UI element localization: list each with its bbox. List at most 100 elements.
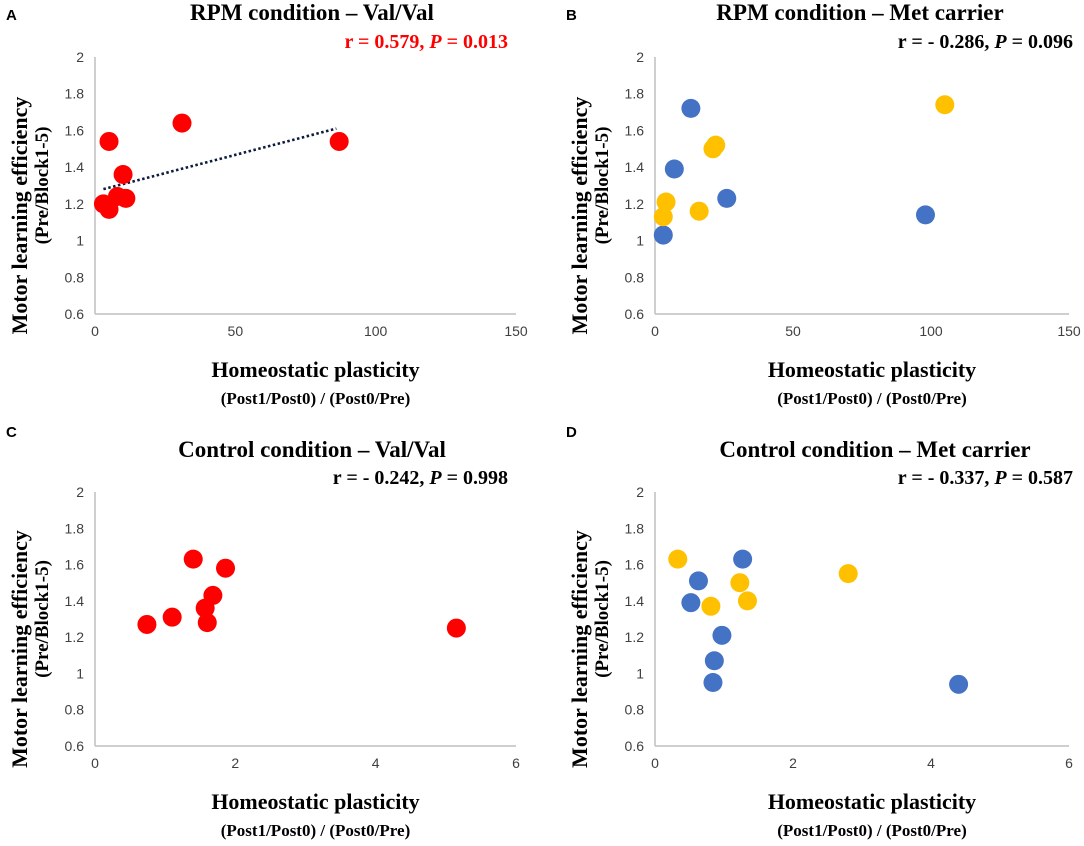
y-tick-label: 1.6 bbox=[65, 557, 85, 573]
stat-annotation: r = 0.579, P = 0.013 bbox=[344, 31, 508, 53]
y-tick-label: 1.4 bbox=[625, 593, 645, 609]
y-axis-subtitle: (Pre/Block1-5) bbox=[592, 560, 613, 678]
y-tick-label: 1 bbox=[636, 665, 644, 681]
panel-a: A RPM condition – Val/Val r = 0.579, P = 0… bbox=[6, 0, 528, 408]
data-point bbox=[689, 201, 709, 221]
stat-r: r = - 0.337, bbox=[898, 467, 995, 489]
x-tick-label: 6 bbox=[512, 755, 520, 771]
series-met-carrier-b bbox=[653, 95, 955, 227]
x-axis-subtitle: (Post1/Post0) / (Post0/Pre) bbox=[777, 821, 966, 840]
panel-d: D Control condition – Met carrier r = - 0.… bbox=[566, 424, 1073, 840]
y-tick-label: 1.6 bbox=[625, 557, 645, 573]
y-axis-subtitle: (Pre/Block1-5) bbox=[32, 560, 53, 678]
data-point bbox=[730, 573, 750, 593]
data-point bbox=[838, 564, 858, 584]
chart-title: Control condition – Val/Val bbox=[178, 437, 446, 462]
data-point bbox=[712, 625, 732, 645]
data-point bbox=[197, 613, 217, 633]
x-axis-subtitle: (Post1/Post0) / (Post0/Pre) bbox=[221, 821, 410, 840]
y-axis-subtitle: (Pre/Block1-5) bbox=[592, 127, 613, 245]
stat-p-symbol: P bbox=[428, 467, 442, 489]
stat-p-value: = 0.096 bbox=[1007, 31, 1073, 53]
panel-label: D bbox=[566, 424, 577, 441]
data-point bbox=[664, 159, 684, 179]
y-tick-label: 1.8 bbox=[625, 86, 645, 102]
x-tick-label: 100 bbox=[919, 323, 943, 339]
y-tick-label: 0.8 bbox=[65, 269, 85, 285]
series-val-val bbox=[137, 549, 466, 638]
chart-title: RPM condition – Val/Val bbox=[190, 0, 434, 25]
y-tick-label: 2 bbox=[76, 484, 84, 500]
stat-r: r = 0.579, bbox=[344, 31, 429, 53]
y-tick-label: 1.6 bbox=[625, 122, 645, 138]
y-tick-label: 1.4 bbox=[625, 159, 645, 175]
panel-label: A bbox=[6, 7, 17, 24]
stat-annotation: r = - 0.242, P = 0.998 bbox=[333, 467, 508, 489]
x-tick-label: 4 bbox=[372, 755, 380, 771]
x-tick-label: 0 bbox=[91, 755, 99, 771]
data-point bbox=[706, 135, 726, 155]
series-val-val bbox=[93, 113, 349, 219]
y-tick-label: 0.8 bbox=[65, 702, 85, 718]
data-point bbox=[688, 571, 708, 591]
stat-annotation: r = - 0.286, P = 0.096 bbox=[898, 31, 1073, 53]
x-tick-label: 4 bbox=[927, 755, 935, 771]
data-point bbox=[668, 549, 688, 569]
panel-label: C bbox=[6, 424, 17, 441]
y-tick-label: 1.8 bbox=[65, 520, 85, 536]
series-met-carrier-a bbox=[681, 549, 969, 694]
y-tick-label: 2 bbox=[636, 49, 644, 65]
y-tick-label: 1.2 bbox=[625, 629, 645, 645]
trendline bbox=[103, 127, 337, 191]
data-point bbox=[203, 585, 223, 605]
data-point bbox=[116, 188, 136, 208]
stat-p-symbol: P bbox=[993, 31, 1007, 53]
x-tick-label: 0 bbox=[91, 323, 99, 339]
y-tick-label: 0.6 bbox=[65, 306, 85, 322]
chart-title: Control condition – Met carrier bbox=[719, 437, 1030, 462]
x-axis-title: Homeostatic plasticity bbox=[768, 357, 976, 382]
stat-p-symbol: P bbox=[428, 31, 442, 53]
x-tick-label: 6 bbox=[1065, 755, 1073, 771]
panel-c: C Control condition – Val/Val r = - 0.242,… bbox=[6, 424, 520, 840]
data-point bbox=[717, 188, 737, 208]
x-tick-label: 150 bbox=[504, 323, 528, 339]
y-tick-label: 1.4 bbox=[65, 593, 85, 609]
y-tick-label: 1.2 bbox=[65, 629, 85, 645]
y-axis-title: Motor learning efficiency bbox=[7, 97, 32, 335]
y-axis-subtitle: (Pre/Block1-5) bbox=[32, 127, 53, 245]
series-met-carrier-a bbox=[653, 98, 935, 245]
x-tick-label: 50 bbox=[785, 323, 801, 339]
data-point bbox=[703, 673, 723, 692]
data-point bbox=[183, 549, 203, 569]
x-axis-subtitle: (Post1/Post0) / (Post0/Pre) bbox=[777, 389, 966, 408]
data-point bbox=[329, 131, 349, 151]
data-point bbox=[733, 549, 753, 569]
panel-label: B bbox=[566, 7, 577, 24]
y-tick-label: 1 bbox=[636, 233, 644, 249]
x-tick-label: 2 bbox=[231, 755, 239, 771]
data-point bbox=[162, 607, 182, 627]
data-point bbox=[137, 614, 157, 634]
y-tick-label: 2 bbox=[76, 49, 84, 65]
data-point bbox=[935, 95, 955, 115]
x-tick-label: 2 bbox=[789, 755, 797, 771]
stat-annotation: r = - 0.337, P = 0.587 bbox=[898, 467, 1073, 489]
y-tick-label: 0.6 bbox=[65, 738, 85, 754]
stat-p-value: = 0.998 bbox=[442, 467, 508, 489]
stat-r: r = - 0.286, bbox=[898, 31, 995, 53]
data-point bbox=[949, 674, 969, 694]
data-point bbox=[681, 98, 701, 118]
data-point bbox=[216, 558, 236, 578]
x-axis-title: Homeostatic plasticity bbox=[768, 789, 976, 814]
y-tick-label: 1 bbox=[76, 665, 84, 681]
x-tick-label: 50 bbox=[228, 323, 244, 339]
x-tick-label: 150 bbox=[1057, 323, 1081, 339]
chart-title: RPM condition – Met carrier bbox=[716, 0, 1003, 25]
y-tick-label: 1 bbox=[76, 233, 84, 249]
y-tick-label: 0.6 bbox=[625, 738, 645, 754]
data-point bbox=[172, 113, 192, 133]
y-axis-title: Motor learning efficiency bbox=[567, 97, 592, 335]
x-tick-label: 0 bbox=[651, 755, 659, 771]
